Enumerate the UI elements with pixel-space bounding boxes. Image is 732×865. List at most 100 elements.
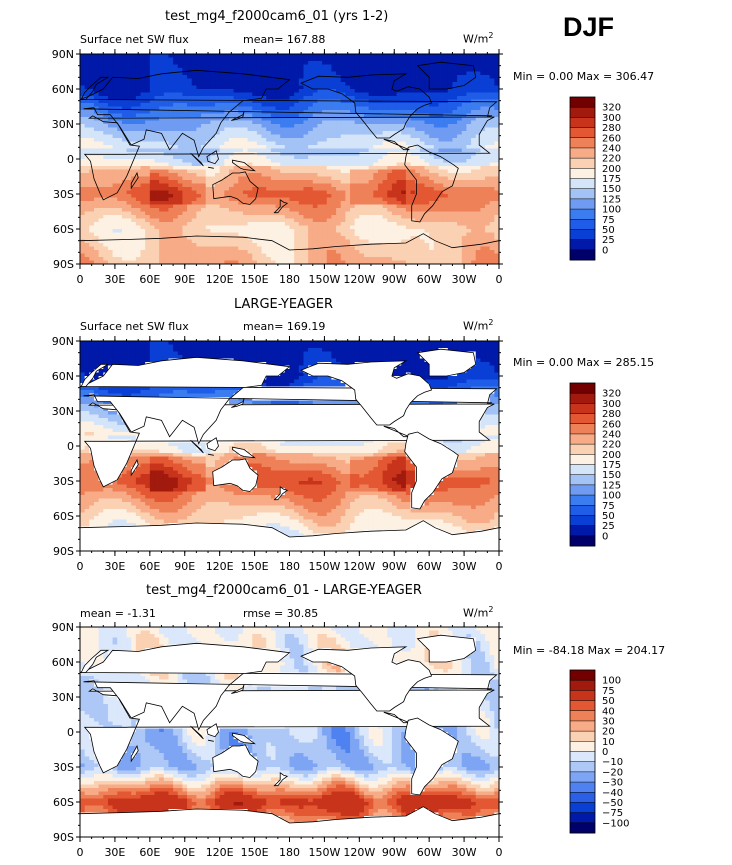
field-cell <box>191 57 197 62</box>
field-cell <box>163 113 170 118</box>
field-cell <box>280 145 286 150</box>
field-cell <box>359 127 365 132</box>
field-cell <box>121 96 128 101</box>
field-cell <box>294 218 300 223</box>
panel-2-title: LARGE-YEAGER <box>234 297 334 312</box>
field-cell <box>410 187 416 192</box>
field-cell <box>224 173 230 178</box>
field-cell <box>377 64 384 69</box>
field-cell <box>326 110 332 115</box>
field-cell <box>382 78 388 83</box>
field-cell <box>80 222 86 227</box>
field-cell <box>322 85 328 90</box>
field-cell <box>242 85 249 90</box>
field-cell <box>266 222 272 227</box>
field-cell <box>177 138 184 143</box>
field-cell <box>322 166 328 171</box>
field-cell <box>284 117 291 122</box>
field-cell <box>159 145 165 150</box>
field-cell <box>359 99 365 104</box>
field-cell <box>387 159 393 164</box>
field-cell <box>298 71 305 76</box>
field-cell <box>457 82 463 87</box>
field-cell <box>359 208 365 213</box>
field-cell <box>228 117 235 122</box>
field-cell <box>131 71 137 76</box>
field-cell <box>429 180 435 185</box>
field-cell <box>415 138 421 143</box>
field-cell <box>363 243 370 248</box>
field-cell <box>149 218 156 223</box>
field-cell <box>261 173 267 178</box>
field-cell <box>331 113 337 118</box>
field-cell <box>89 204 95 209</box>
field-cell <box>149 110 156 115</box>
field-cell <box>219 113 225 118</box>
field-cell <box>363 92 370 97</box>
field-cell <box>145 82 151 87</box>
field-cell <box>201 229 207 234</box>
field-cell <box>131 117 137 122</box>
field-cell <box>210 106 216 111</box>
field-cell <box>447 211 454 216</box>
field-cell <box>89 64 95 69</box>
field-cell <box>494 127 499 132</box>
field-cell <box>266 61 272 66</box>
field-cell <box>233 236 239 241</box>
field-cell <box>298 82 305 87</box>
field-cell <box>182 78 188 83</box>
field-cell <box>331 190 337 195</box>
field-cell <box>126 236 132 241</box>
field-cell <box>396 64 402 69</box>
field-cell <box>135 85 142 90</box>
field-cell <box>396 89 402 94</box>
field-cell <box>331 145 337 150</box>
field-cell <box>201 225 207 230</box>
field-cell <box>447 155 454 160</box>
field-cell <box>103 117 109 122</box>
field-cell <box>359 61 365 66</box>
field-cell <box>391 89 398 94</box>
field-cell <box>382 159 388 164</box>
field-cell <box>103 71 109 76</box>
field-cell <box>382 103 388 108</box>
field-cell <box>326 152 332 157</box>
field-cell <box>89 138 95 143</box>
field-cell <box>98 155 104 160</box>
field-cell <box>224 201 230 206</box>
field-cell <box>205 134 211 139</box>
field-cell <box>201 92 207 97</box>
field-cell <box>270 82 277 87</box>
field-cell <box>266 113 272 118</box>
field-cell <box>182 141 188 146</box>
field-cell <box>289 201 295 206</box>
field-cell <box>228 225 235 230</box>
field-cell <box>308 194 314 199</box>
field-cell <box>452 148 458 153</box>
field-cell <box>373 232 379 237</box>
field-cell <box>247 61 253 66</box>
field-cell <box>159 75 165 80</box>
field-cell <box>238 96 244 101</box>
field-cell <box>215 173 221 178</box>
field-cell <box>121 141 128 146</box>
field-cell <box>405 61 412 66</box>
field-cell <box>480 180 486 185</box>
field-cell <box>154 197 160 202</box>
field-cell <box>98 145 104 150</box>
field-cell <box>126 145 132 150</box>
field-cell <box>228 190 235 195</box>
field-cell <box>415 85 421 90</box>
field-cell <box>391 110 398 115</box>
field-cell <box>410 215 416 220</box>
field-cell <box>350 96 356 101</box>
field-cell <box>242 141 249 146</box>
field-cell <box>294 162 300 167</box>
field-cell <box>196 218 202 223</box>
field-cell <box>219 215 225 220</box>
field-cell <box>107 169 114 174</box>
field-cell <box>340 78 346 83</box>
field-cell <box>191 99 197 104</box>
field-cell <box>247 197 253 202</box>
field-cell <box>294 54 300 59</box>
